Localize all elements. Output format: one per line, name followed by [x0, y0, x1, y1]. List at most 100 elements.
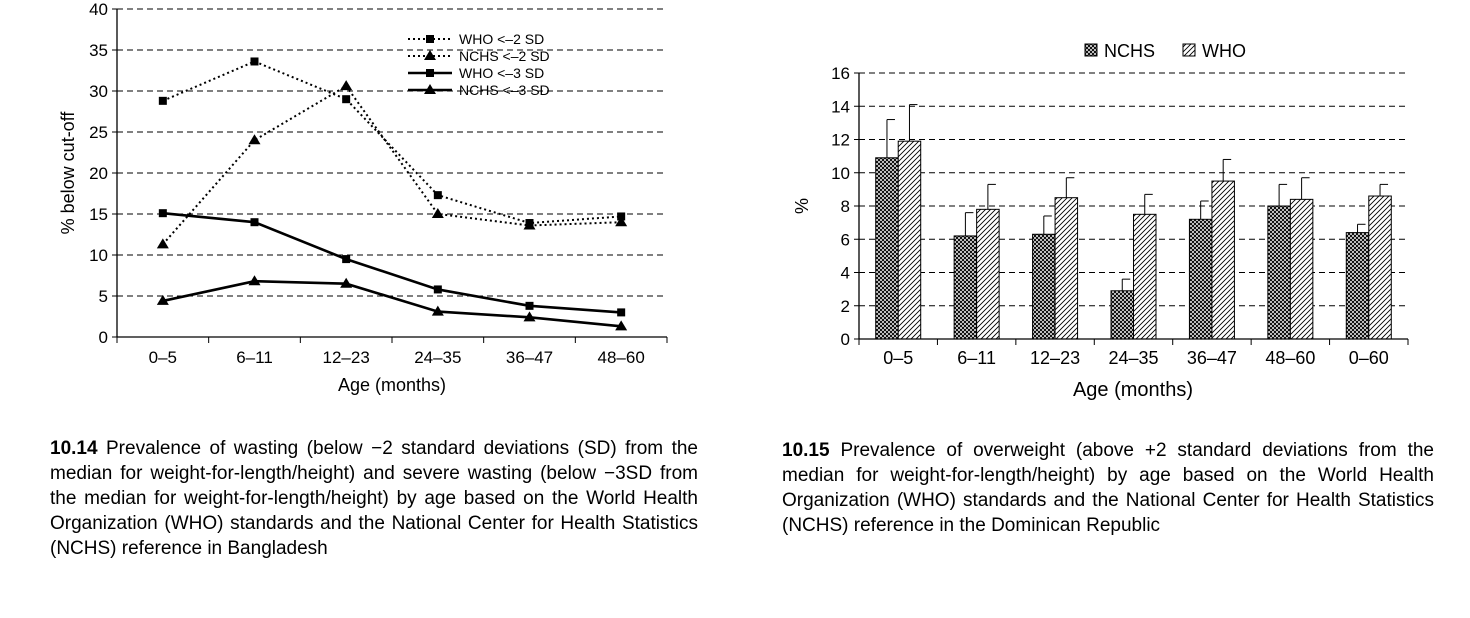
series-line — [162, 279, 622, 328]
legend-entry: WHO <–3 SD — [408, 65, 544, 81]
data-point — [523, 219, 536, 230]
legend-entry: NCHS <–3 SD — [408, 82, 550, 98]
data-point — [433, 285, 442, 294]
bar-NCHS — [875, 157, 899, 340]
y-tick-label: 35 — [89, 41, 108, 60]
data-point — [248, 134, 261, 145]
figure-caption-10-15: 10.15 Prevalence of overweight (above +2… — [782, 438, 1434, 538]
bar-NCHS — [1110, 290, 1134, 340]
bar-NCHS — [953, 235, 978, 340]
legend-swatch — [1182, 43, 1196, 57]
bar-WHO — [1289, 198, 1314, 340]
legend: NCHS WHO — [1084, 41, 1246, 61]
x-axis-label: Age (months) — [1073, 379, 1193, 401]
legend-entry: WHO <–2 SD — [408, 31, 544, 47]
data-point — [250, 218, 259, 227]
bar-NCHS — [1345, 232, 1370, 340]
figure-number: 10.14 — [50, 438, 98, 459]
series-NCHS <–2 SD — [156, 80, 628, 249]
overweight-bar-chart: 0 2 4 6 8 10 12 14 16 0–5 6–11 12–23 24–35 36–47 48–60… — [792, 41, 1409, 401]
y-tick-label: 6 — [841, 230, 850, 249]
bar-WHO — [1133, 213, 1157, 340]
x-tick-label: 0–60 — [1349, 348, 1389, 368]
x-tick-label: 36–47 — [506, 348, 553, 367]
x-tick-label: 0–5 — [883, 348, 913, 368]
data-point — [158, 96, 167, 105]
x-tick-label: 24–35 — [1108, 348, 1158, 368]
caption-text: Prevalence of wasting (below −2 standard… — [50, 438, 698, 559]
data-point — [156, 238, 169, 249]
x-axis-label: Age (months) — [338, 375, 446, 395]
y-axis-label: % — [792, 198, 812, 214]
data-point — [158, 209, 167, 218]
data-point — [431, 208, 444, 218]
y-tick-label: 16 — [831, 64, 850, 83]
x-tick-label: 24–35 — [414, 348, 461, 367]
caption-text: Prevalence of overweight (above +2 stand… — [782, 440, 1434, 536]
y-tick-label: 20 — [89, 164, 108, 183]
x-tick-label: 48–60 — [598, 348, 645, 367]
legend-label: WHO — [1202, 41, 1246, 61]
y-axis-label: % below cut-off — [58, 111, 78, 235]
y-tick-label: 14 — [831, 97, 850, 116]
figure-number: 10.15 — [782, 440, 830, 461]
figure-caption-10-14: 10.14 Prevalence of wasting (below −2 st… — [50, 436, 698, 561]
bar-NCHS — [1188, 218, 1213, 340]
legend-marker — [424, 50, 436, 60]
legend-label: NCHS <–3 SD — [459, 82, 550, 98]
series-line — [162, 84, 622, 246]
data-point — [342, 255, 351, 264]
y-tick-label: 15 — [89, 205, 108, 224]
x-tick-label: 12–23 — [323, 348, 370, 367]
y-tick-label: 40 — [89, 0, 108, 19]
wasting-line-chart: 0 5 10 15 20 25 30 35 40 0–5 6–11 12–23 24–35 36–47 48… — [58, 0, 668, 395]
data-point — [433, 191, 442, 200]
series-group — [156, 57, 628, 331]
legend-marker — [424, 84, 436, 94]
legend-marker — [426, 69, 434, 77]
series-line — [162, 211, 622, 314]
legend-entry: NCHS <–2 SD — [408, 48, 550, 64]
y-tick-label: 0 — [99, 328, 108, 347]
bar-NCHS — [1267, 205, 1291, 340]
axes: 0 2 4 6 8 10 12 14 16 0–5 6–11 12–23 24–35 36–47 48–60… — [831, 64, 1409, 368]
legend-label: NCHS — [1104, 41, 1155, 61]
x-tick-label: 48–60 — [1265, 348, 1315, 368]
y-tick-label: 25 — [89, 123, 108, 142]
series-line — [162, 60, 622, 225]
legend-swatch — [1084, 43, 1098, 57]
y-tick-label: 8 — [841, 197, 850, 216]
bar-WHO — [1211, 180, 1235, 340]
bar-NCHS — [1032, 233, 1056, 340]
legend-label: WHO <–3 SD — [459, 65, 544, 81]
y-tick-label: 0 — [841, 330, 850, 349]
y-tick-label: 2 — [841, 297, 850, 316]
data-point — [248, 275, 261, 286]
series-NCHS <–3 SD — [156, 275, 628, 331]
data-point — [431, 305, 444, 316]
axes: 0 5 10 15 20 25 30 35 40 0–5 6–11 12–23 24–35 36–47 48… — [89, 0, 668, 367]
data-point — [342, 95, 351, 104]
x-tick-label: 12–23 — [1030, 348, 1080, 368]
data-point — [250, 57, 259, 66]
data-point — [156, 294, 169, 305]
legend-entry: WHO — [1182, 41, 1246, 61]
data-point — [525, 301, 534, 310]
y-tick-label: 10 — [831, 164, 850, 183]
data-point — [615, 320, 628, 331]
x-tick-label: 6–11 — [236, 348, 273, 367]
data-point — [615, 216, 628, 227]
bar-WHO — [1368, 195, 1392, 340]
legend-label: NCHS <–2 SD — [459, 48, 550, 64]
bar-WHO — [976, 208, 1000, 340]
data-point — [523, 311, 536, 322]
data-point — [340, 277, 353, 288]
series-WHO <–2 SD — [158, 57, 626, 228]
y-tick-label: 30 — [89, 82, 108, 101]
legend-marker — [426, 35, 434, 43]
y-tick-label: 10 — [89, 246, 108, 265]
grid — [117, 8, 667, 297]
legend-entry: NCHS — [1084, 41, 1155, 61]
x-tick-label: 0–5 — [149, 348, 177, 367]
